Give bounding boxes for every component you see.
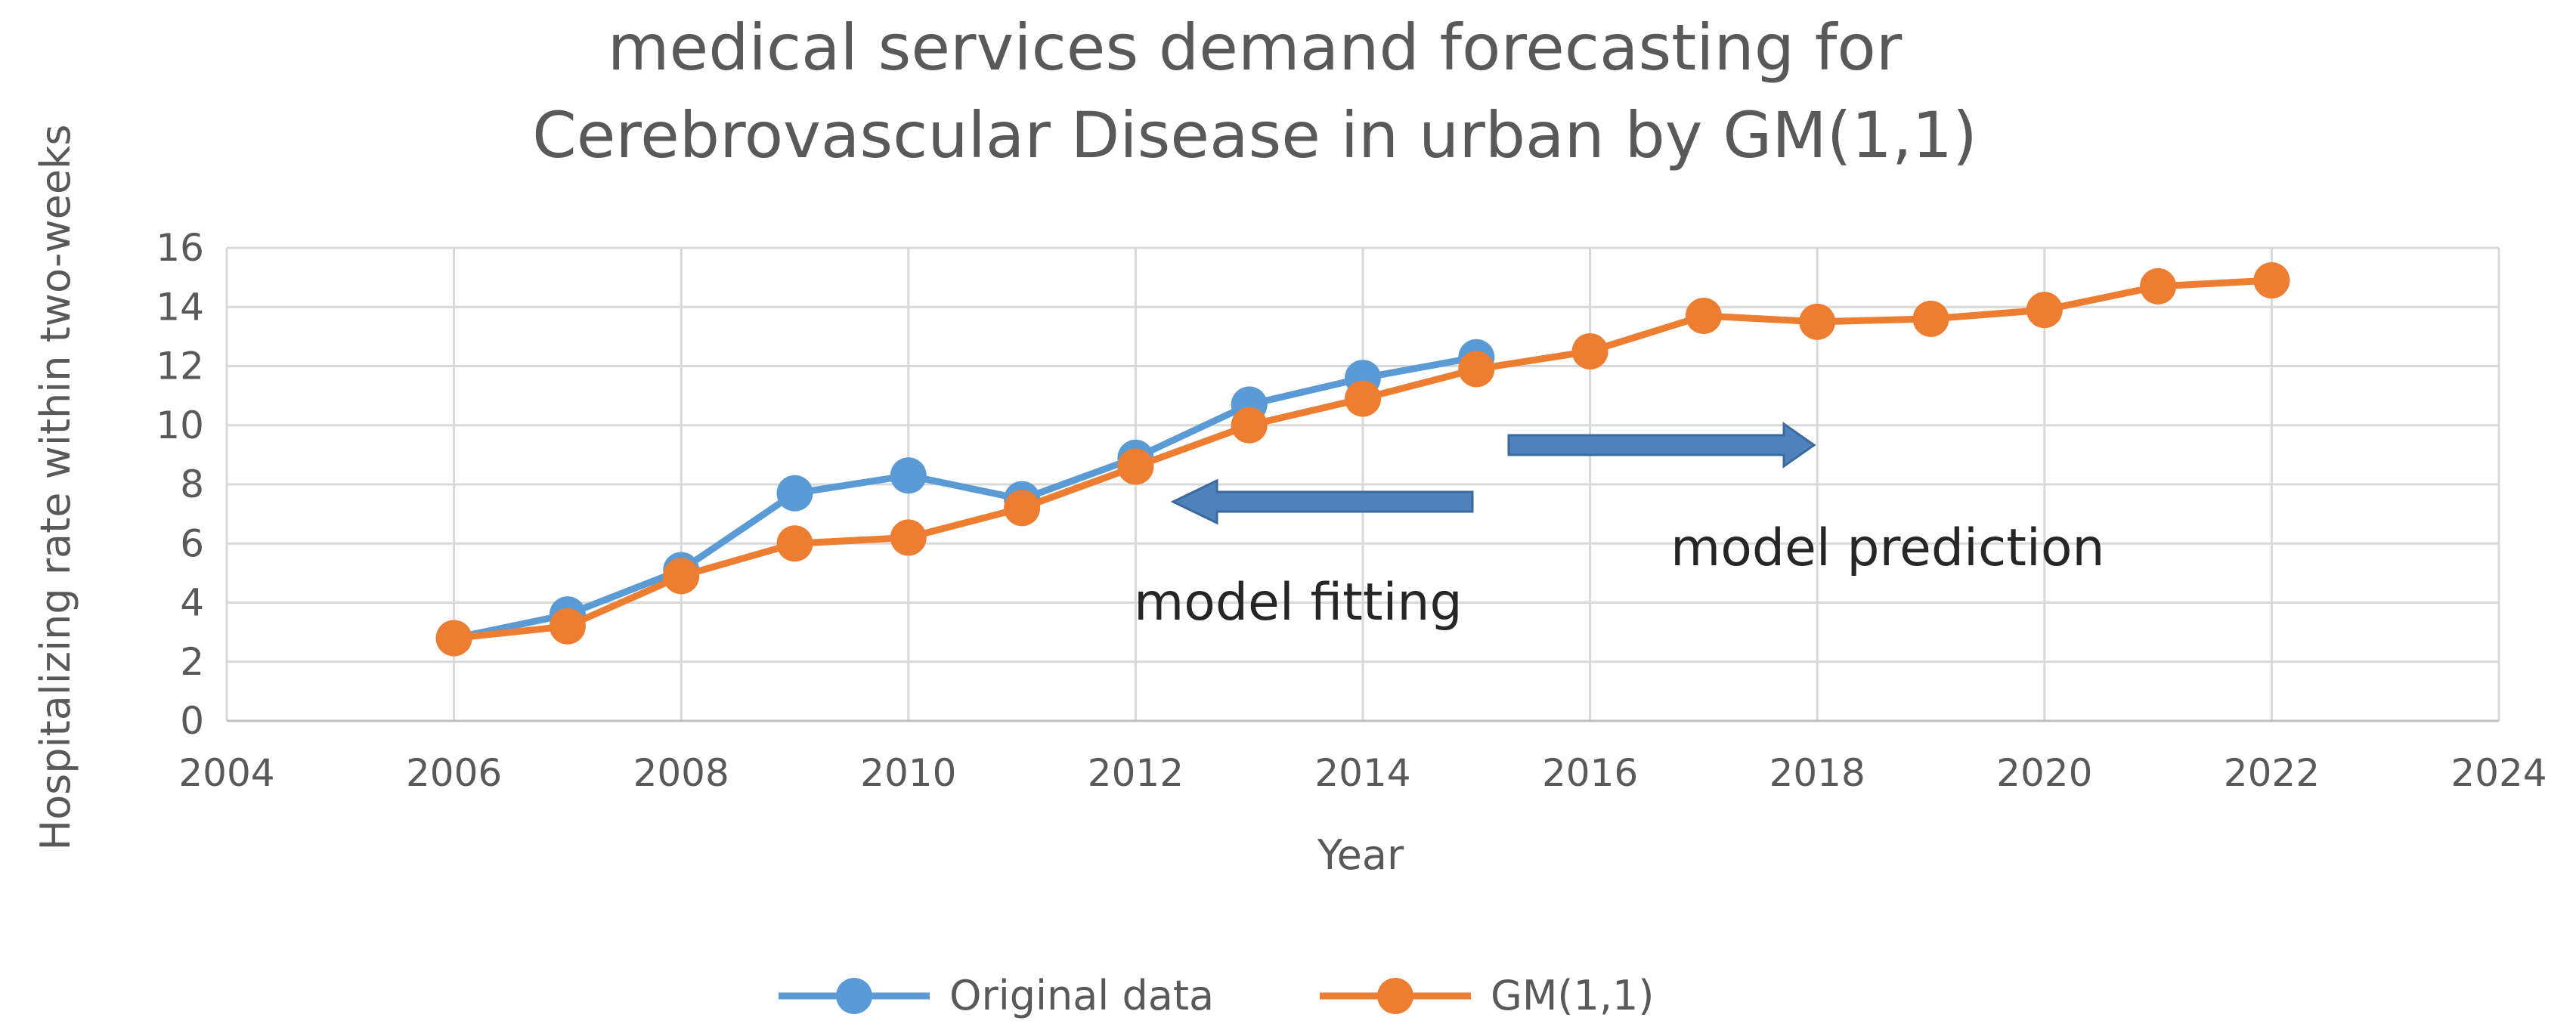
x-tick-label: 2014 xyxy=(1314,751,1410,795)
y-tick-label: 12 xyxy=(156,345,204,388)
legend-gm-marker xyxy=(1377,978,1413,1014)
data-point-gm11 xyxy=(2140,268,2177,305)
data-point-gm11 xyxy=(663,558,700,595)
data-point-gm11 xyxy=(1799,303,1836,340)
data-point-gm11 xyxy=(1231,407,1268,444)
x-axis-title: Year xyxy=(1317,831,1404,879)
y-tick-label: 10 xyxy=(156,404,204,447)
x-tick-label: 2008 xyxy=(633,751,729,795)
model-fitting-arrow xyxy=(1170,478,1474,525)
data-point-gm11 xyxy=(1912,300,1949,337)
model-prediction-label: model prediction xyxy=(1670,518,2105,578)
data-point-gm11 xyxy=(1345,380,1381,417)
data-point-original-data xyxy=(890,457,927,494)
x-tick-label: 2012 xyxy=(1088,751,1184,795)
chart-title-line-1: medical services demand forecasting for xyxy=(608,11,1903,85)
model-prediction-arrow xyxy=(1507,422,1816,469)
y-tick-label: 14 xyxy=(156,285,204,329)
data-point-gm11 xyxy=(1117,448,1154,485)
data-point-gm11 xyxy=(1004,490,1041,527)
y-axis-title: Hospitalizing rate within two-weeks xyxy=(32,124,79,850)
x-tick-label: 2004 xyxy=(178,751,274,795)
data-point-gm11 xyxy=(2026,292,2063,329)
legend-original-label: Original data xyxy=(949,972,1214,1019)
x-tick-label: 2006 xyxy=(406,751,502,795)
gridlines xyxy=(225,246,2500,722)
x-tick-label: 2024 xyxy=(2451,751,2547,795)
y-tick-label: 2 xyxy=(180,640,204,684)
data-point-gm11 xyxy=(1458,351,1495,388)
data-point-gm11 xyxy=(1685,297,1722,334)
model-fitting-label: model fitting xyxy=(1134,573,1463,632)
data-point-gm11 xyxy=(2253,262,2290,299)
legend-original-marker xyxy=(836,978,872,1014)
y-tick-label: 16 xyxy=(156,226,204,270)
x-tick-label: 2022 xyxy=(2224,751,2320,795)
legend-gm-label: GM(1,1) xyxy=(1491,972,1654,1019)
chart-title-line-2: Cerebrovascular Disease in urban by GM(1… xyxy=(532,98,1977,172)
y-tick-label: 4 xyxy=(180,581,204,625)
x-tick-label: 2018 xyxy=(1769,751,1865,795)
data-point-original-data xyxy=(776,475,813,512)
legend: Original data GM(1,1) xyxy=(779,972,1654,1019)
series-line-original-data xyxy=(453,354,1478,642)
data-point-gm11 xyxy=(1571,332,1608,370)
data-point-gm11 xyxy=(549,608,586,645)
data-point-gm11 xyxy=(890,519,927,556)
y-tick-labels: 0 2 4 6 8 10 12 14 16 xyxy=(156,226,204,743)
x-tick-label: 2020 xyxy=(1996,751,2092,795)
y-tick-label: 8 xyxy=(180,462,204,506)
series-layer xyxy=(435,262,2290,657)
data-point-gm11 xyxy=(776,525,813,562)
data-point-gm11 xyxy=(435,620,472,657)
x-tick-label: 2010 xyxy=(860,751,956,795)
y-tick-label: 0 xyxy=(180,699,204,743)
x-tick-labels: 2004 2006 2008 2010 2012 2014 2016 2018 2020 2022… xyxy=(178,751,2547,795)
y-tick-label: 6 xyxy=(180,521,204,565)
x-tick-label: 2016 xyxy=(1542,751,1638,795)
